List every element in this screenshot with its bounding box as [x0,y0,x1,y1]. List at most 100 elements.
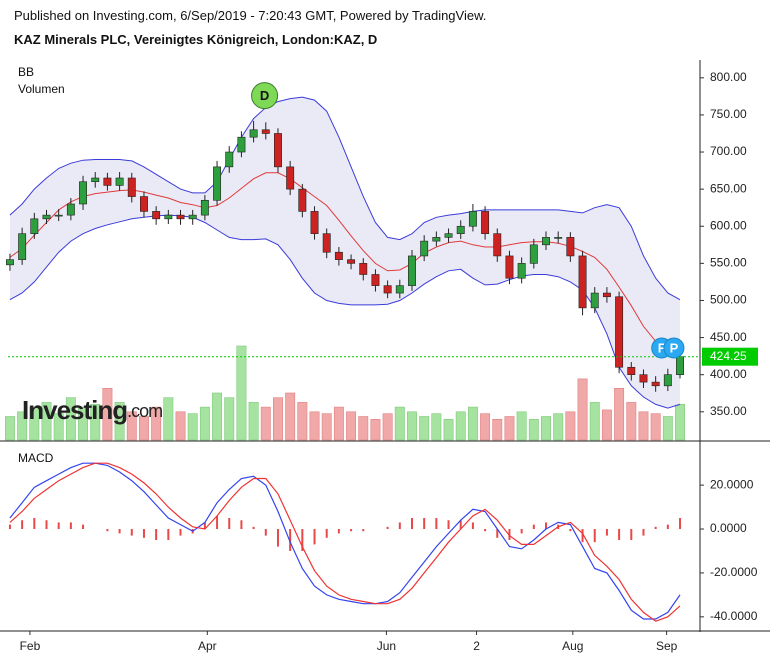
candle [371,269,380,292]
candle [517,257,526,284]
candle-body [347,259,356,264]
candle [408,250,416,291]
event-marker [663,337,685,359]
candle-body [200,199,209,216]
candle [140,191,148,218]
candle [274,128,282,173]
candle [54,209,63,222]
candle-body [103,177,112,186]
volume-bar [114,402,125,441]
logo-main: Investing [22,395,127,425]
volume-bar [516,411,527,441]
candle-body [578,255,587,309]
candle [554,231,563,244]
candle [542,231,550,250]
candle-body [91,177,100,183]
candle [5,253,14,271]
candle [627,362,636,381]
volume-bar [199,406,210,441]
candle-body [542,237,550,246]
candle [456,220,465,239]
x-tick-label: Feb [20,639,41,653]
candle [261,122,270,140]
candle-body [432,237,441,242]
candle-body [590,292,599,309]
y-tick-label: 500.00 [710,293,747,307]
candle-body [5,259,14,266]
band-fill [9,97,680,409]
volume-bar [577,378,588,441]
volume-bar [601,409,612,441]
candle [152,206,161,225]
candle-body [286,166,295,190]
candle [213,160,222,206]
candle-body [639,374,648,383]
candle [615,291,624,374]
candle [91,172,100,188]
candle [30,212,39,239]
candle-body [371,274,380,286]
candle [164,209,173,225]
candle [249,120,258,143]
candle [493,228,502,262]
candle [432,231,441,247]
x-tick-label: Aug [562,639,583,653]
candle [566,232,575,262]
candle-body [54,214,63,217]
candle-body [66,203,75,216]
event-marker [251,82,279,110]
y-tick-label: 750.00 [710,107,747,121]
candle-body [383,285,392,294]
volume-bar [29,406,40,441]
volume-bar [346,411,357,441]
candle [103,172,112,191]
band-lower [9,214,681,409]
candle [115,172,124,191]
candle-body [663,374,672,387]
volume-bar [589,402,600,441]
band-upper [9,96,681,301]
event-label: P [670,340,679,355]
candle [334,247,343,266]
volume-bar [53,413,64,441]
volume-bar [662,416,673,441]
candle-body [274,133,282,168]
candle [420,235,429,262]
candle-body [115,177,124,186]
y-tick-label: 650.00 [710,181,747,195]
y-tick-label: 600.00 [710,218,747,232]
volume-bar [285,392,296,441]
candle-body [627,366,636,375]
volume-bar [309,411,320,441]
volume-bar [638,411,649,441]
volume-bar [248,402,259,441]
candle-body [408,255,416,286]
volume-bar [528,419,539,441]
candle [481,206,490,240]
volume-bar [480,413,491,441]
candle [529,238,538,269]
volume-bar [90,403,101,441]
candle-body [176,214,185,220]
volume-bar [4,416,15,441]
x-tick-label: 2 [473,639,480,653]
volume-bar [407,411,417,441]
candle-body [334,251,343,260]
candle-body [249,129,258,138]
candle-body [127,177,136,197]
candle-body [30,218,39,234]
volume-bar [273,397,283,441]
candle [639,369,648,389]
candle [188,209,197,225]
candle [468,203,477,232]
last-price-label: 424.25 [710,349,747,363]
candle-body [261,129,270,134]
event-label: F [658,340,666,355]
macd-line [9,462,681,622]
candle [590,287,599,314]
candle-body [237,136,246,153]
candle [651,376,660,392]
candle-body [456,225,465,234]
